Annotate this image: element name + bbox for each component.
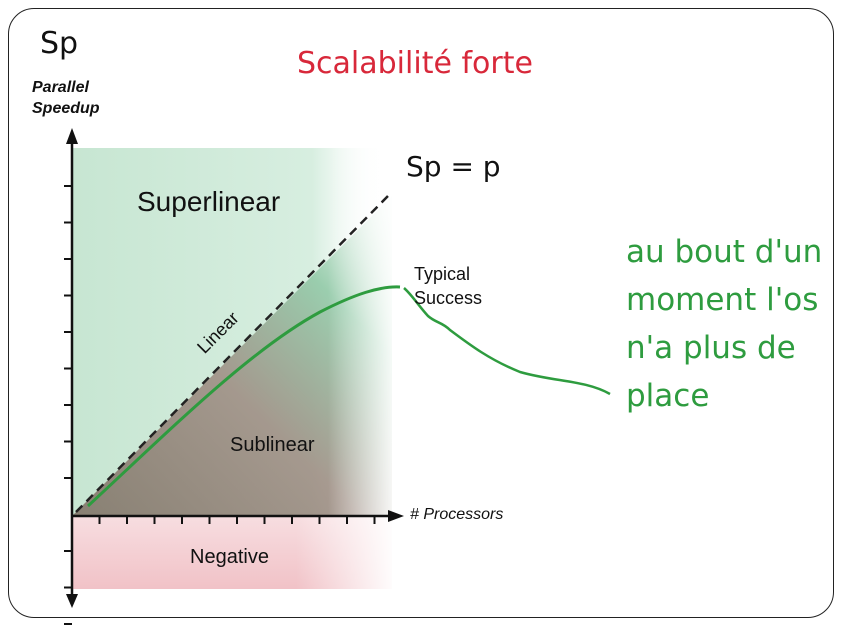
typical-success-label: Typical Success bbox=[414, 262, 482, 310]
typical-success-line: Typical bbox=[414, 264, 471, 284]
slide-frame bbox=[8, 8, 834, 618]
annotation-line: au bout d'un bbox=[626, 234, 823, 270]
negative-label: Negative bbox=[190, 546, 269, 568]
y-axis-label-line: Speedup bbox=[32, 100, 100, 117]
superlinear-label: Superlinear bbox=[137, 186, 281, 217]
x-axis-arrow bbox=[388, 510, 404, 522]
x-axis-label: # Processors bbox=[410, 506, 504, 523]
y-axis-label-line: Parallel bbox=[32, 79, 89, 96]
typical-success-curve bbox=[86, 285, 401, 508]
annotation-line: moment l'os bbox=[626, 282, 819, 318]
linear-formula: Sp = p bbox=[406, 150, 501, 183]
sublinear-label: Sublinear bbox=[230, 434, 315, 456]
handwritten-annotation: au bout d'un moment l'os n'a plus de pla… bbox=[626, 228, 822, 420]
y-axis-ticks bbox=[64, 185, 72, 625]
y-axis-down-arrow bbox=[66, 594, 78, 608]
annotation-line: place bbox=[626, 378, 710, 414]
hand-drawn-decline-curve bbox=[403, 287, 611, 396]
slide-title: Scalabilité forte bbox=[297, 46, 533, 81]
speedup-symbol-label: Sp bbox=[40, 26, 79, 61]
annotation-line: n'a plus de bbox=[626, 330, 796, 366]
y-axis-up-arrow bbox=[66, 128, 78, 144]
y-axis-label: Parallel Speedup bbox=[32, 77, 100, 119]
typical-success-line: Success bbox=[414, 288, 483, 308]
x-axis-ticks bbox=[98, 516, 376, 524]
